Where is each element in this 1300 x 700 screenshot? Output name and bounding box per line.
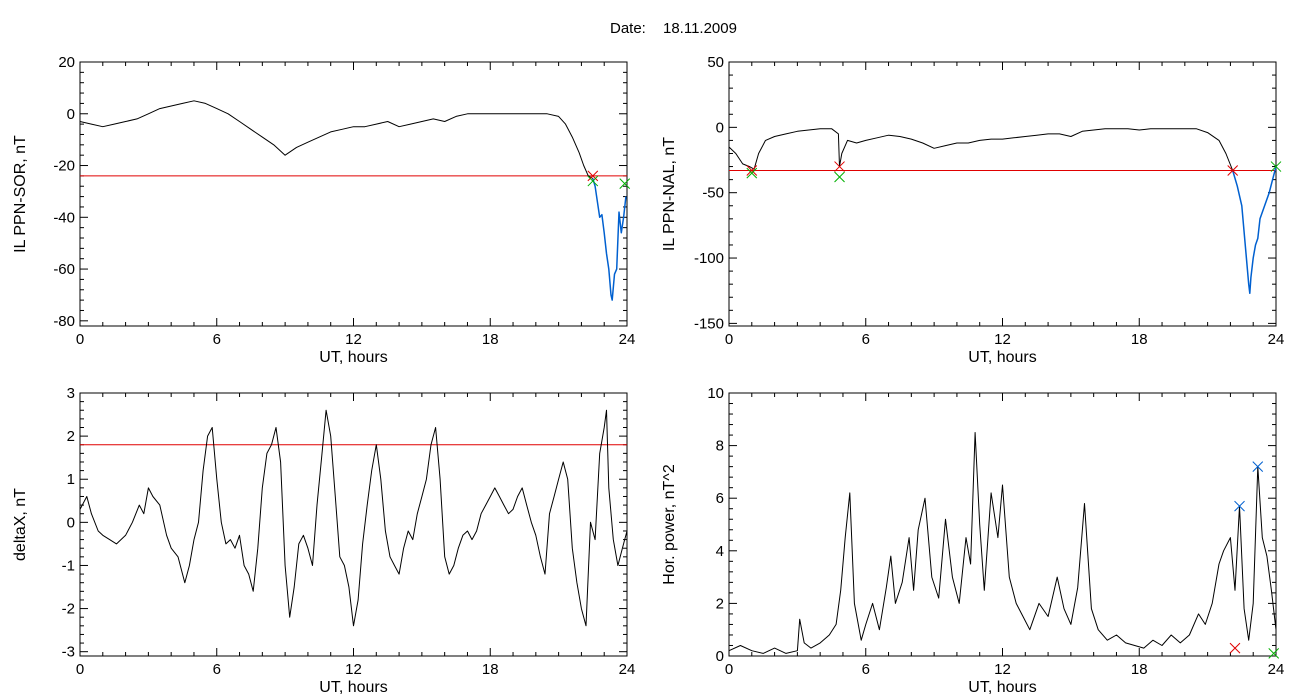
panel-nal-xtick-label: 12 — [994, 331, 1011, 348]
panel-nal-xtick-label: 18 — [1131, 331, 1148, 348]
panel-deltax-xtick-label: 18 — [482, 661, 499, 678]
panel-power-ytick-label: 10 — [707, 385, 724, 402]
panel-power-ytick-label: 6 — [716, 490, 724, 507]
panel-deltax-xtick-label: 12 — [345, 661, 362, 678]
panel-nal-marker-red — [834, 161, 845, 172]
panel-sor-xtick-label: 24 — [619, 331, 636, 348]
panel-nal-xtick-label: 0 — [725, 331, 733, 348]
panel-sor-xtick-label: 18 — [482, 331, 499, 348]
panel-nal: 0 6 12 18 24 -150 -100 -50 0 50 UT, hours IL PPN-… — [661, 54, 1284, 366]
panel-deltax-xtick-label: 6 — [213, 661, 221, 678]
panel-deltax-ylabel: deltaX, nT — [12, 488, 29, 561]
panel-sor-xtick-label: 12 — [345, 331, 362, 348]
panel-power-ytick-label: 8 — [716, 438, 724, 455]
panel-nal-ylabel: IL PPN-NAL, nT — [661, 137, 678, 251]
panel-power-ytick-label: 0 — [716, 648, 724, 665]
panel-nal-ytick-label: -150 — [694, 315, 724, 332]
panel-deltax-frame — [79, 392, 628, 657]
panel-power-series-line — [728, 432, 1277, 654]
panel-power-xtick-label: 12 — [994, 661, 1011, 678]
panel-deltax-ytick-label: -2 — [62, 601, 75, 618]
panel-nal-frame — [728, 61, 1277, 327]
panel-power-ytick-label: 2 — [716, 595, 724, 612]
panel-sor-marker-green — [619, 178, 631, 190]
panel-nal-ytick-label: -100 — [694, 250, 724, 267]
panel-nal-ytick-label: 50 — [707, 54, 724, 71]
panel-sor-marker-red — [587, 170, 599, 182]
panel-deltax-ytick-label: 1 — [67, 471, 75, 488]
panel-power-marker-red — [1229, 642, 1241, 654]
panel-sor-ylabel: IL PPN-SOR, nT — [12, 135, 29, 253]
panel-deltax-xtick-label: 0 — [76, 661, 84, 678]
panel-deltax-series-line — [79, 409, 628, 627]
panel-deltax-xlabel: UT, hours — [319, 679, 387, 696]
panel-power-xtick-label: 18 — [1131, 661, 1148, 678]
panel-deltax-ytick-label: 0 — [67, 514, 75, 531]
panel-power-xtick-label: 24 — [1268, 661, 1285, 678]
panel-nal-xtick-label: 6 — [862, 331, 870, 348]
panel-deltax-xtick-label: 24 — [619, 661, 636, 678]
panel-nal-marker-red — [746, 165, 758, 176]
panel-sor-plot-area: 0 6 12 18 24 -80 -60 -40 -20 0 20 — [53, 54, 635, 348]
panel-deltax-ytick-label: 3 — [67, 385, 75, 402]
panel-power-xtick-label: 0 — [725, 661, 733, 678]
panel-power-marker-blue — [1252, 461, 1264, 472]
date-value: 18.11.2009 — [663, 20, 737, 37]
panel-sor-ytick-label: -20 — [53, 158, 75, 175]
panel-nal-marker-green — [746, 167, 758, 179]
panel-sor-xtick-label: 0 — [76, 331, 84, 348]
panel-power-ytick-label: 4 — [716, 543, 724, 560]
panel-nal-series-line — [1231, 166, 1277, 295]
panel-deltax-ytick-label: 2 — [67, 428, 75, 445]
panel-nal-xtick-label: 24 — [1268, 331, 1285, 348]
panel-sor-xtick-label: 6 — [213, 331, 221, 348]
panel-power-xtick-label: 6 — [862, 661, 870, 678]
panel-power-marker-green — [1268, 648, 1280, 659]
panel-sor-ytick-label: -80 — [53, 313, 75, 330]
panel-nal-marker-green — [1270, 161, 1282, 172]
panel-sor-series-line — [79, 100, 594, 179]
panel-nal-xlabel: UT, hours — [968, 349, 1036, 366]
panel-sor-ytick-label: -40 — [53, 209, 75, 226]
panel-sor-marker-green — [587, 175, 599, 187]
date-label: Date: — [610, 20, 646, 37]
panel-nal-plot-area: 0 6 12 18 24 -150 -100 -50 0 50 — [694, 54, 1284, 348]
panel-nal-marker-green — [834, 171, 845, 183]
panel-deltax-ytick-label: -1 — [62, 557, 75, 574]
panel-nal-series-line — [728, 128, 1234, 171]
panel-nal-marker-red — [1227, 165, 1239, 176]
panel-nal-ytick-label: -50 — [702, 185, 724, 202]
panel-power-xlabel: UT, hours — [968, 679, 1036, 696]
panel-sor-ytick-label: 20 — [58, 54, 75, 71]
panel-nal-ytick-label: 0 — [716, 119, 724, 136]
panel-power-ylabel: Hor. power, nT^2 — [661, 464, 678, 585]
panel-power-frame — [728, 392, 1277, 657]
panel-power-marker-blue — [1234, 500, 1245, 512]
panel-sor: 0 6 12 18 24 -80 -60 -40 -20 0 20 UT, hours IL PPN… — [12, 54, 635, 366]
panel-sor-ytick-label: -60 — [53, 261, 75, 278]
panel-sor-series-line — [592, 178, 627, 301]
panel-sor-xlabel: UT, hours — [319, 349, 387, 366]
panel-sor-frame — [79, 61, 628, 327]
panel-deltax-ytick-label: -3 — [62, 644, 75, 661]
panel-sor-ytick-label: 0 — [67, 106, 75, 123]
